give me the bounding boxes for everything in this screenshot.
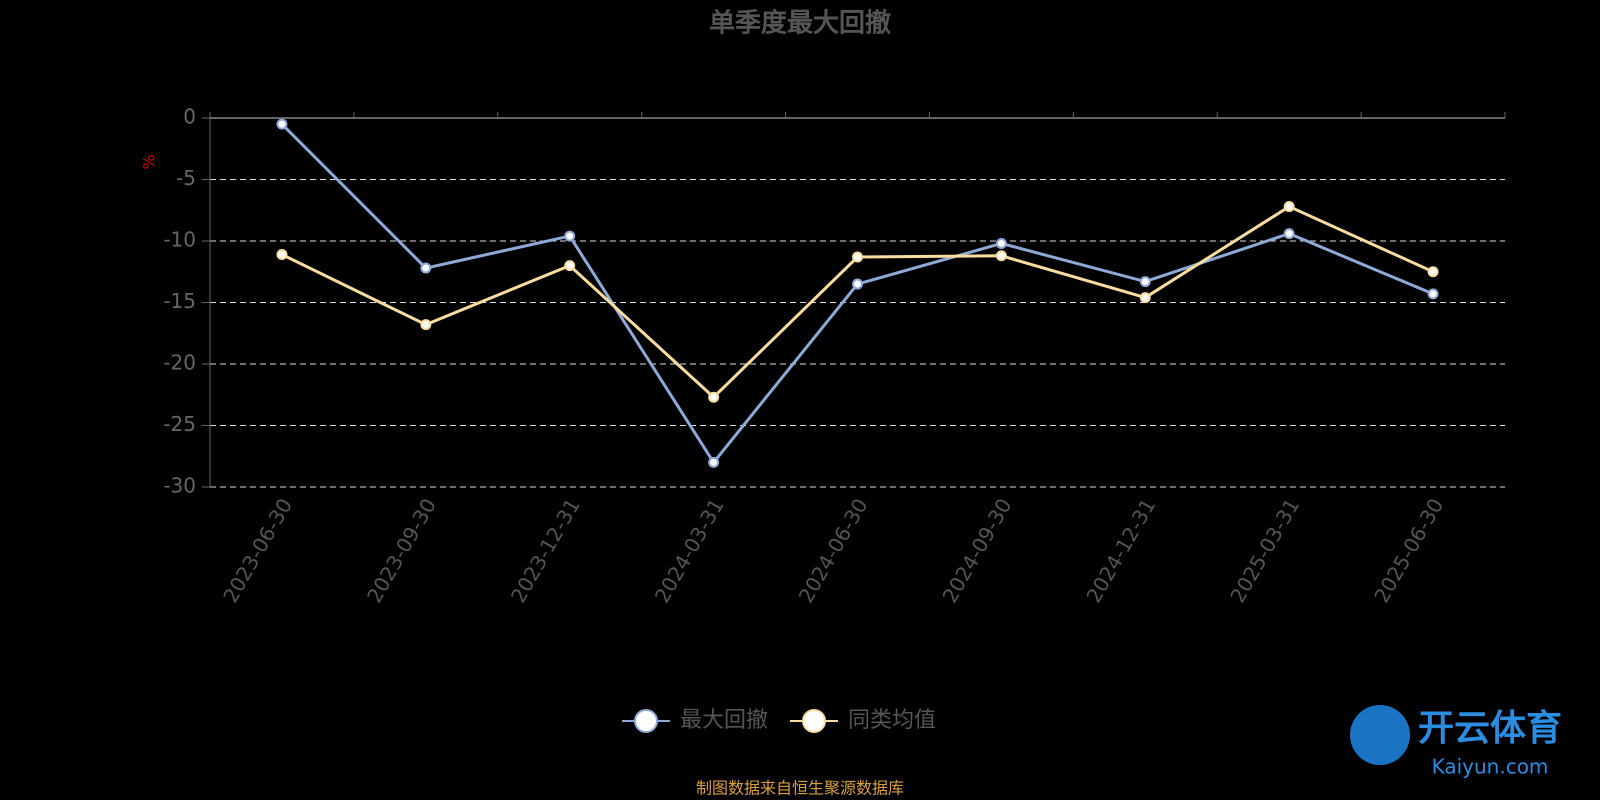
data-point (1139, 276, 1151, 288)
data-point (276, 249, 288, 261)
y-tick-label: -5 (176, 166, 196, 190)
data-point (1427, 266, 1439, 278)
watermark-subtitle: Kaiyun.com (1432, 755, 1549, 779)
data-point (420, 262, 432, 274)
y-tick-label: -20 (163, 351, 196, 375)
data-point (1283, 201, 1295, 213)
y-tick-label: -25 (163, 412, 196, 436)
y-tick-label: -15 (163, 289, 196, 313)
data-point (995, 250, 1007, 262)
data-point (708, 456, 720, 468)
data-point (995, 237, 1007, 249)
chart-title: 单季度最大回撤 (709, 8, 891, 39)
data-point (852, 251, 863, 263)
legend-marker (802, 709, 827, 733)
y-tick-label: 0 (183, 105, 196, 129)
legend-marker (634, 709, 658, 733)
data-point (276, 118, 288, 130)
legend-label: 同类均值 (848, 708, 936, 733)
data-point (1283, 228, 1295, 240)
y-tick-label: -30 (163, 474, 196, 498)
y-tick-label: -10 (163, 228, 196, 252)
legend-label: 最大回撤 (680, 708, 768, 733)
legend-item: 同类均值 (790, 708, 936, 733)
watermark-title: 开云体育 (1418, 708, 1562, 749)
data-point (852, 278, 863, 290)
legend-item: 最大回撤 (622, 708, 768, 733)
data-point (1139, 292, 1151, 304)
watermark: 开云体育 Kaiyun.com (1350, 705, 1562, 779)
data-point (708, 391, 720, 403)
data-point (564, 260, 576, 272)
data-point (420, 319, 432, 331)
y-axis-label: % (140, 154, 159, 169)
data-point (564, 230, 576, 242)
watermark-logo (1350, 705, 1410, 765)
data-point (1427, 288, 1439, 300)
source-note: 制图数据来自恒生聚源数据库 (696, 779, 904, 798)
